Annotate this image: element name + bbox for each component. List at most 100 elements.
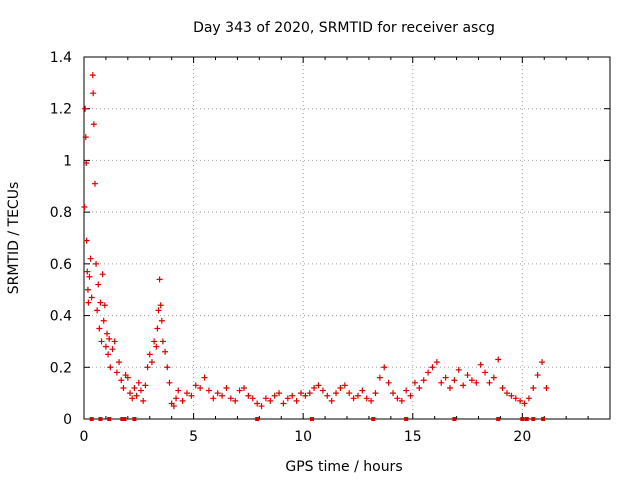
data-point xyxy=(113,369,120,376)
zero-marker xyxy=(452,417,457,421)
y-tick-label: 0.2 xyxy=(50,360,72,376)
data-point xyxy=(89,72,96,79)
data-point xyxy=(394,395,401,402)
data-point xyxy=(109,346,116,353)
data-point xyxy=(411,379,418,386)
data-point xyxy=(311,384,318,391)
zero-marker xyxy=(404,417,409,421)
data-point xyxy=(93,260,100,267)
data-point xyxy=(201,374,208,381)
data-point xyxy=(86,273,93,280)
data-point xyxy=(525,395,532,402)
data-point xyxy=(315,382,322,389)
data-point xyxy=(508,392,515,399)
data-point xyxy=(83,237,90,244)
data-point xyxy=(90,121,97,128)
y-tick-label: 0.4 xyxy=(50,309,72,325)
data-point xyxy=(153,343,160,350)
y-tick-label: 0.6 xyxy=(50,257,72,273)
data-point xyxy=(184,390,191,397)
data-point xyxy=(85,299,92,306)
zero-marker xyxy=(524,417,529,421)
data-point xyxy=(99,271,106,278)
data-point xyxy=(100,317,107,324)
zero-marker xyxy=(107,417,112,421)
data-point xyxy=(91,180,98,187)
data-point xyxy=(137,387,144,394)
data-point xyxy=(455,366,462,373)
data-point xyxy=(324,392,331,399)
data-point xyxy=(302,392,309,399)
data-point xyxy=(227,395,234,402)
data-point xyxy=(154,325,161,332)
zero-marker xyxy=(89,417,94,421)
data-points xyxy=(81,72,550,421)
data-point xyxy=(87,255,94,262)
data-point xyxy=(385,379,392,386)
x-tick-label: 0 xyxy=(80,429,89,445)
data-point xyxy=(175,387,182,394)
y-axis-label: SRMTID / TECUs xyxy=(6,182,22,295)
data-point xyxy=(146,351,153,358)
axis-ticks: 0 5 10 15 20 0 0.2 0.4 0.6 0.8 1 1.2 1.4 xyxy=(50,50,610,445)
zero-marker xyxy=(255,417,260,421)
data-point xyxy=(477,361,484,368)
y-tick-label: 0.8 xyxy=(50,205,72,221)
data-point xyxy=(127,390,134,397)
data-point xyxy=(159,338,166,345)
data-point xyxy=(390,390,397,397)
data-point xyxy=(95,281,102,288)
data-point xyxy=(297,390,304,397)
data-point xyxy=(105,351,112,358)
zero-marker xyxy=(541,417,546,421)
data-point xyxy=(368,397,375,404)
data-point xyxy=(276,390,283,397)
data-point xyxy=(82,134,89,141)
data-point xyxy=(460,382,467,389)
x-tick-label: 20 xyxy=(513,429,531,445)
data-point xyxy=(517,397,524,404)
data-point xyxy=(116,359,123,366)
data-point xyxy=(333,390,340,397)
data-point xyxy=(120,384,127,391)
data-point xyxy=(363,395,370,402)
data-point xyxy=(197,384,204,391)
y-tick-label: 0 xyxy=(63,412,72,428)
data-point xyxy=(398,397,405,404)
zero-marker xyxy=(120,417,125,421)
data-point xyxy=(319,387,326,394)
data-point xyxy=(420,377,427,384)
data-point xyxy=(381,364,388,371)
data-point xyxy=(328,397,335,404)
x-tick-label: 5 xyxy=(189,429,198,445)
data-point xyxy=(341,382,348,389)
data-point xyxy=(337,384,344,391)
data-point xyxy=(236,387,243,394)
data-point xyxy=(473,379,480,386)
data-point xyxy=(240,384,247,391)
zero-marker xyxy=(496,417,501,421)
data-point xyxy=(173,395,180,402)
data-point xyxy=(118,377,125,384)
data-point xyxy=(403,387,410,394)
data-point xyxy=(205,387,212,394)
y-tick-label: 1.2 xyxy=(50,102,72,118)
data-point xyxy=(490,374,497,381)
data-point xyxy=(214,390,221,397)
data-point xyxy=(162,348,169,355)
data-point xyxy=(111,338,118,345)
data-point xyxy=(102,343,109,350)
data-point xyxy=(88,294,95,301)
data-point xyxy=(151,338,158,345)
data-point xyxy=(210,395,217,402)
data-point xyxy=(142,382,149,389)
data-point xyxy=(144,364,151,371)
data-point xyxy=(164,364,171,371)
data-point xyxy=(155,307,162,314)
data-point xyxy=(258,403,265,410)
data-point xyxy=(96,325,103,332)
x-tick-label: 15 xyxy=(404,429,422,445)
data-point xyxy=(499,384,506,391)
data-point xyxy=(157,302,164,309)
